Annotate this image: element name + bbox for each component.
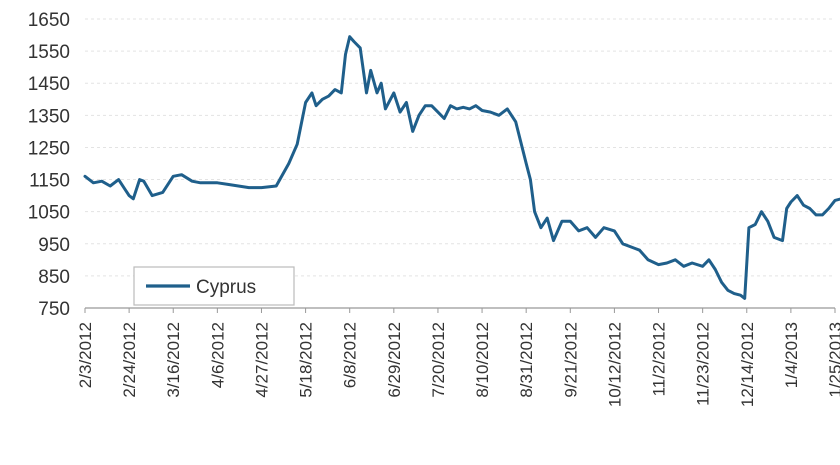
y-tick-label: 1250 [28, 138, 70, 159]
x-tick-label: 1/4/2013 [782, 322, 801, 388]
x-tick-label: 4/27/2012 [252, 322, 271, 398]
x-tick-label: 1/25/2013 [826, 322, 840, 398]
x-tick-label: 11/2/2012 [650, 322, 669, 396]
x-tick-label: 10/12/2012 [605, 322, 624, 407]
y-axis-ticks: 750 850 950 1050 1150 1250 1350 1450 1550 1650 [28, 10, 70, 320]
x-tick-label: 5/18/2012 [297, 322, 316, 398]
x-tick-label: 8/10/2012 [473, 322, 492, 398]
y-tick-label: 750 [38, 299, 70, 320]
legend: Cyprus [133, 266, 295, 306]
series-line-cyprus [83, 35, 840, 300]
x-tick-label: 6/29/2012 [385, 322, 404, 398]
gridlines [85, 18, 835, 277]
y-tick-label: 1450 [28, 74, 70, 95]
series-layer [83, 35, 840, 300]
x-tick-label: 4/6/2012 [208, 322, 227, 388]
y-tick-label: 1050 [28, 203, 70, 224]
y-tick-label: 1650 [28, 10, 70, 31]
y-tick-label: 950 [38, 235, 70, 256]
x-tick-label: 3/16/2012 [164, 322, 183, 398]
y-tick-label: 1350 [28, 106, 70, 127]
x-tick-label: 11/23/2012 [694, 322, 713, 406]
x-tick-label: 12/14/2012 [738, 322, 757, 407]
x-tick-label: 6/8/2012 [341, 322, 360, 388]
legend-label: Cyprus [196, 277, 256, 298]
x-tick-label: 2/24/2012 [120, 322, 139, 398]
x-tick-label: 9/21/2012 [561, 322, 580, 398]
x-axis-ticks: 2/3/2012 2/24/2012 3/16/2012 4/6/2012 4/27/2… [76, 308, 840, 407]
x-tick-label: 8/31/2012 [517, 322, 536, 398]
y-tick-label: 1550 [28, 42, 70, 63]
x-tick-label: 7/20/2012 [429, 322, 448, 398]
y-tick-label: 850 [38, 267, 70, 288]
y-tick-label: 1150 [29, 171, 70, 192]
x-tick-label: 2/3/2012 [76, 322, 95, 388]
